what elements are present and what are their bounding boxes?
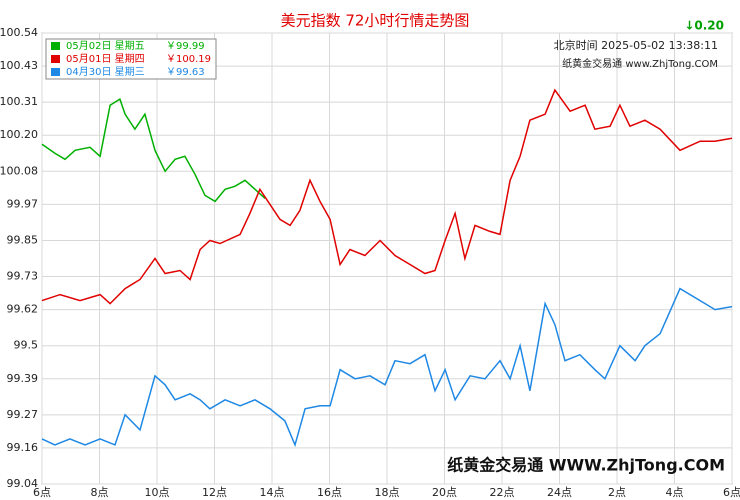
x-tick-label: 16点 [317, 486, 342, 499]
legend-label: 05月02日 星期五 [66, 40, 145, 52]
info-site: 纸黄金交易通 www.ZhjTong.COM [562, 57, 718, 70]
y-tick-label: 99.97 [7, 197, 39, 210]
y-tick-label: 99.16 [7, 441, 39, 454]
legend-label: 05月01日 星期四 [66, 53, 145, 65]
y-tick-label: 99.27 [7, 408, 39, 421]
change-label: ↓0.20 [684, 19, 724, 33]
series-line [41, 88, 733, 305]
x-tick-label: 2点 [608, 486, 626, 499]
legend: 05月02日 星期五 ￥99.99 05月01日 星期四 ￥100.19 04月30日 … [45, 38, 217, 80]
x-tick-label: 14点 [260, 486, 285, 499]
series-line [41, 97, 266, 203]
watermark: 纸黄金交易通 WWW.ZhjTong.COM [447, 456, 725, 475]
legend-value: ￥99.99 [166, 41, 205, 52]
y-tick-label: 100.08 [0, 164, 38, 177]
y-tick-label: 99.62 [7, 303, 39, 316]
x-tick-label: 8点 [91, 486, 109, 499]
legend-value: ￥99.63 [166, 67, 205, 78]
y-tick-label: 100.43 [0, 59, 38, 72]
x-tick-label: 18点 [375, 486, 400, 499]
y-tick-label: 99.39 [7, 372, 39, 385]
legend-label: 04月30日 星期三 [66, 66, 145, 78]
y-tick-label: 100.54 [0, 26, 38, 39]
x-tick-label: 24点 [547, 486, 572, 499]
y-tick-label: 99.85 [7, 233, 39, 246]
y-tick-label: 99.73 [7, 270, 39, 283]
x-tick-label: 4点 [666, 486, 684, 499]
x-tick-label: 6点 [33, 486, 51, 499]
y-tick-label: 99.5 [14, 339, 39, 352]
legend-swatch [51, 55, 60, 63]
legend-box [45, 38, 217, 80]
legend-swatch [51, 68, 60, 76]
x-tick-label: 12点 [202, 486, 227, 499]
legend-value: ￥100.19 [166, 54, 211, 65]
chart-title: 美元指数 72小时行情走势图 [281, 12, 470, 30]
x-tick-label: 20点 [432, 486, 457, 499]
x-tick-label: 10点 [145, 486, 170, 499]
series-line [41, 287, 733, 448]
y-tick-label: 100.31 [0, 95, 38, 108]
x-tick-label: 6点 [723, 486, 740, 499]
x-tick-label: 22点 [490, 486, 515, 499]
y-tick-label: 100.20 [0, 128, 38, 141]
info-time: 北京时间 2025-05-02 13:38:11 [554, 38, 718, 52]
legend-swatch [51, 42, 60, 50]
y-tick-label: 99.04 [7, 477, 39, 490]
